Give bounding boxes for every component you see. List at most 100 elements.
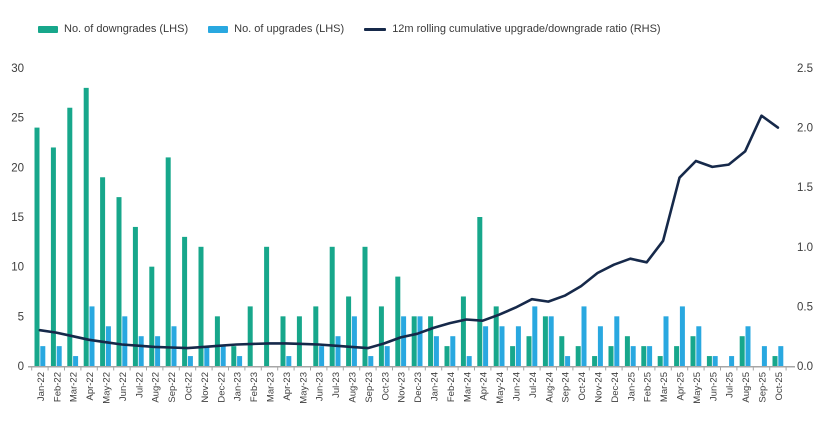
legend-label-ratio: 12m rolling cumulative upgrade/downgrade… <box>392 23 661 35</box>
ratio-line-swatch-icon <box>364 27 387 31</box>
x-axis-label: Mar-22 <box>69 372 80 402</box>
downgrades-bar <box>280 316 286 366</box>
downgrades-bar <box>346 296 352 366</box>
legend-item-upgrades: No. of upgrades (LHS) <box>208 23 344 35</box>
upgrades-bar <box>122 316 128 366</box>
downgrades-bar <box>411 316 417 366</box>
downgrades-bar <box>559 336 565 366</box>
downgrades-bar <box>706 356 712 366</box>
y-axis-left-label: 10 <box>11 262 24 274</box>
downgrades-bar <box>132 226 138 366</box>
downgrades-bars <box>34 87 778 367</box>
x-axis-label: Apr-25 <box>676 372 687 401</box>
upgrades-bar <box>286 356 292 366</box>
downgrades-bar <box>477 217 483 366</box>
upgrades-bar <box>515 326 521 366</box>
downgrades-bar <box>182 236 188 366</box>
upgrades-bar <box>417 316 423 366</box>
y-axis-left-label: 15 <box>11 212 24 224</box>
x-axis-label: May-24 <box>495 372 506 404</box>
upgrades-bar <box>565 356 571 366</box>
x-axis-label: Jan-25 <box>626 372 637 401</box>
upgrades-bar <box>466 356 472 366</box>
upgrades-bar <box>647 346 653 366</box>
downgrades-bar <box>542 316 548 366</box>
upgrades-bars <box>40 306 784 366</box>
x-axis-label: May-23 <box>298 372 309 404</box>
downgrades-bar <box>690 336 696 366</box>
downgrades-bar <box>657 356 663 366</box>
x-axis-labels: Jan-22 Feb-22 Mar-22 Apr-22 May-22 Jun-22 Jul-… <box>36 372 785 404</box>
upgrades-bar <box>40 346 46 366</box>
y-axis-right-label: 1.5 <box>797 182 813 194</box>
x-axis-label: Sep-22 <box>167 372 178 403</box>
x-axis-label: Feb-23 <box>249 372 260 402</box>
x-axis-label: Jan-24 <box>430 372 441 401</box>
y-axis-left-label: 5 <box>18 311 24 323</box>
x-axis-label: Feb-24 <box>446 372 457 402</box>
upgrades-bar <box>187 356 193 366</box>
downgrades-bar <box>329 246 335 366</box>
x-axis-label: Jul-24 <box>528 372 539 398</box>
y-axis-right-label: 0.5 <box>797 301 813 313</box>
downgrades-bar <box>460 296 466 366</box>
y-axis-right-label: 2.0 <box>797 123 813 135</box>
upgrades-bar <box>171 326 177 366</box>
downgrades-bar <box>214 316 220 366</box>
upgrades-bar <box>679 306 685 366</box>
y-axis-right-labels: 0.0 0.5 1.0 1.5 2.0 2.5 <box>797 63 813 373</box>
y-axis-right-label: 2.5 <box>797 63 813 75</box>
downgrades-bar <box>149 266 155 366</box>
downgrades-bar <box>362 246 368 366</box>
y-axis-left-label: 20 <box>11 162 24 174</box>
upgrades-bar <box>483 326 489 366</box>
y-axis-left-label: 0 <box>18 361 24 373</box>
x-axis-label: Feb-22 <box>52 372 63 402</box>
downgrades-bar <box>510 346 516 366</box>
upgrades-bar <box>597 326 603 366</box>
downgrades-bar <box>641 346 647 366</box>
y-axis-right-label: 0.0 <box>797 361 813 373</box>
y-axis-right-label: 1.0 <box>797 242 813 254</box>
upgrades-bar <box>138 336 144 366</box>
x-axis-label: Oct-22 <box>184 372 195 401</box>
x-axis-label: Aug-23 <box>348 372 359 403</box>
downgrades-bar <box>428 316 434 366</box>
x-axis-label: Aug-22 <box>151 372 162 403</box>
x-axis-label: Dec-23 <box>413 372 424 403</box>
upgrades-bar <box>89 306 95 366</box>
chart-legend: No. of downgrades (LHS) No. of upgrades … <box>38 20 661 38</box>
upgrades-bar <box>433 336 439 366</box>
upgrades-bar <box>614 316 620 366</box>
x-axis-label: Jun-24 <box>512 372 523 401</box>
legend-label-downgrades: No. of downgrades (LHS) <box>64 23 189 35</box>
x-axis-label: Sep-23 <box>364 372 375 403</box>
upgrades-bar <box>73 356 79 366</box>
x-axis-label: Dec-22 <box>216 372 227 403</box>
downgrades-bar <box>50 147 56 366</box>
x-axis-label: Sep-25 <box>758 372 769 403</box>
x-axis-label: Apr-24 <box>479 372 490 401</box>
upgrades-bar <box>712 356 718 366</box>
downgrades-bar <box>165 157 171 366</box>
upgrades-bar <box>548 316 554 366</box>
y-axis-left-label: 30 <box>11 63 24 75</box>
x-axis-label: Nov-24 <box>594 372 605 403</box>
downgrades-bar <box>116 197 122 366</box>
downgrades-bar <box>313 306 319 366</box>
upgrades-bar <box>761 346 767 366</box>
x-axis-label: May-25 <box>692 372 703 404</box>
legend-label-upgrades: No. of upgrades (LHS) <box>234 23 345 35</box>
upgrades-bar <box>220 346 226 366</box>
downgrades-bar <box>198 246 204 366</box>
downgrades-bar <box>575 346 581 366</box>
x-axis-label: Jan-22 <box>36 372 47 401</box>
downgrades-bar <box>493 306 499 366</box>
upgrades-bar <box>384 346 390 366</box>
downgrades-bar <box>624 336 630 366</box>
x-axis-label: Dec-24 <box>610 372 621 403</box>
downgrades-bar <box>247 306 253 366</box>
downgrades-bar <box>526 336 532 366</box>
downgrades-bar <box>444 346 450 366</box>
